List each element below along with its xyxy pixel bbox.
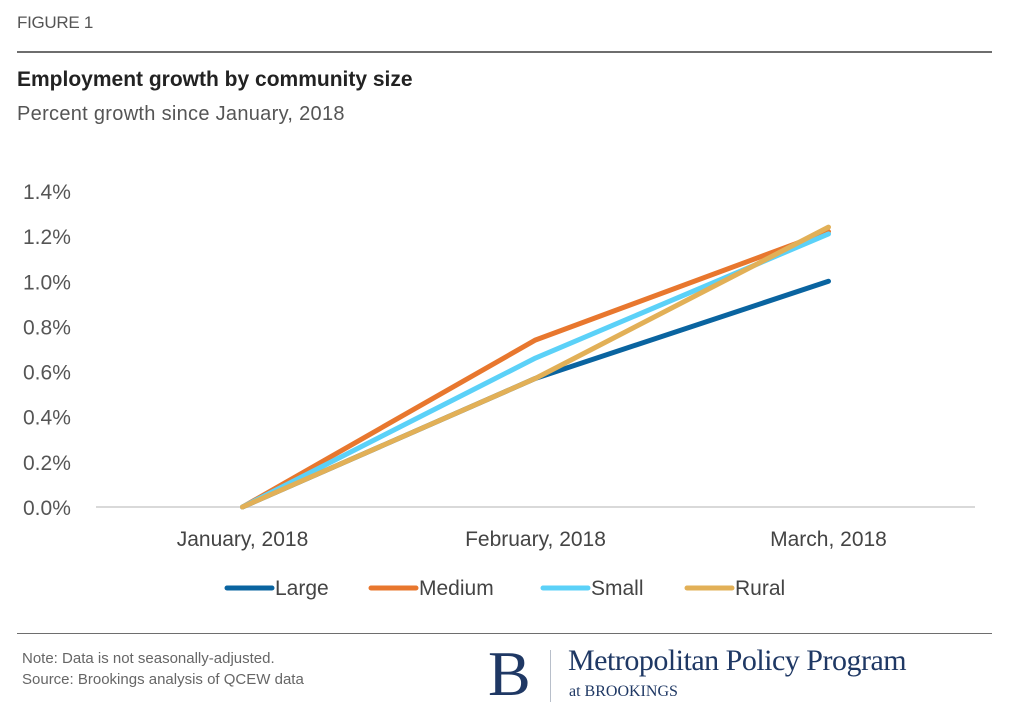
bottom-divider (17, 633, 992, 634)
y-axis: 0.0% 0.2% 0.4% 0.6% 0.8% 1.0% 1.2% 1.4% (23, 181, 71, 520)
series-line-medium (240, 229, 831, 510)
line-chart: 0.0% 0.2% 0.4% 0.6% 0.8% 1.0% 1.2% 1.4% January… (23, 181, 975, 600)
y-tick-label: 1.0% (23, 271, 71, 294)
x-tick-label: January, 2018 (177, 528, 309, 551)
chart-title: Employment growth by community size (17, 68, 413, 91)
y-tick-label: 1.2% (23, 226, 71, 249)
legend: Large Medium Small Rural (224, 577, 785, 600)
series-line-large (240, 278, 831, 510)
footnote: Note: Data is not seasonally-adjusted. S… (22, 648, 304, 690)
legend-label: Medium (419, 577, 494, 600)
brookings-logo-mark: B (488, 638, 531, 709)
legend-item-small: Small (540, 577, 644, 600)
y-tick-label: 0.2% (23, 452, 71, 475)
legend-label: Small (591, 577, 644, 600)
y-tick-label: 0.8% (23, 316, 71, 339)
chart-subtitle: Percent growth since January, 2018 (17, 103, 345, 125)
source-text: Source: Brookings analysis of QCEW data (22, 671, 304, 688)
x-tick-label: February, 2018 (465, 528, 606, 551)
legend-item-large: Large (224, 577, 329, 600)
legend-item-medium: Medium (368, 577, 494, 600)
legend-label: Rural (735, 577, 785, 600)
top-divider (17, 51, 992, 53)
y-tick-label: 0.0% (23, 497, 71, 520)
series-line-rural (240, 224, 831, 510)
x-tick-label: March, 2018 (770, 528, 887, 551)
program-name: Metropolitan Policy Program (568, 644, 907, 677)
program-affiliation: at BROOKINGS (569, 683, 678, 700)
series-lines (240, 224, 831, 510)
y-tick-label: 0.4% (23, 407, 71, 430)
y-tick-label: 0.6% (23, 362, 71, 385)
logo-divider (550, 650, 551, 702)
legend-label: Large (275, 577, 329, 600)
note-text: Note: Data is not seasonally-adjusted. (22, 650, 275, 667)
legend-item-rural: Rural (684, 577, 785, 600)
x-axis: January, 2018 February, 2018 March, 2018 (177, 528, 887, 551)
figure-label: FIGURE 1 (17, 13, 94, 32)
y-tick-label: 1.4% (23, 181, 71, 204)
